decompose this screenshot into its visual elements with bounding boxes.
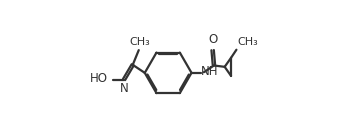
Text: CH₃: CH₃ xyxy=(237,37,258,47)
Text: CH₃: CH₃ xyxy=(130,37,150,47)
Text: N: N xyxy=(120,82,129,95)
Text: O: O xyxy=(208,33,217,46)
Text: HO: HO xyxy=(90,72,108,85)
Text: NH: NH xyxy=(201,65,219,78)
